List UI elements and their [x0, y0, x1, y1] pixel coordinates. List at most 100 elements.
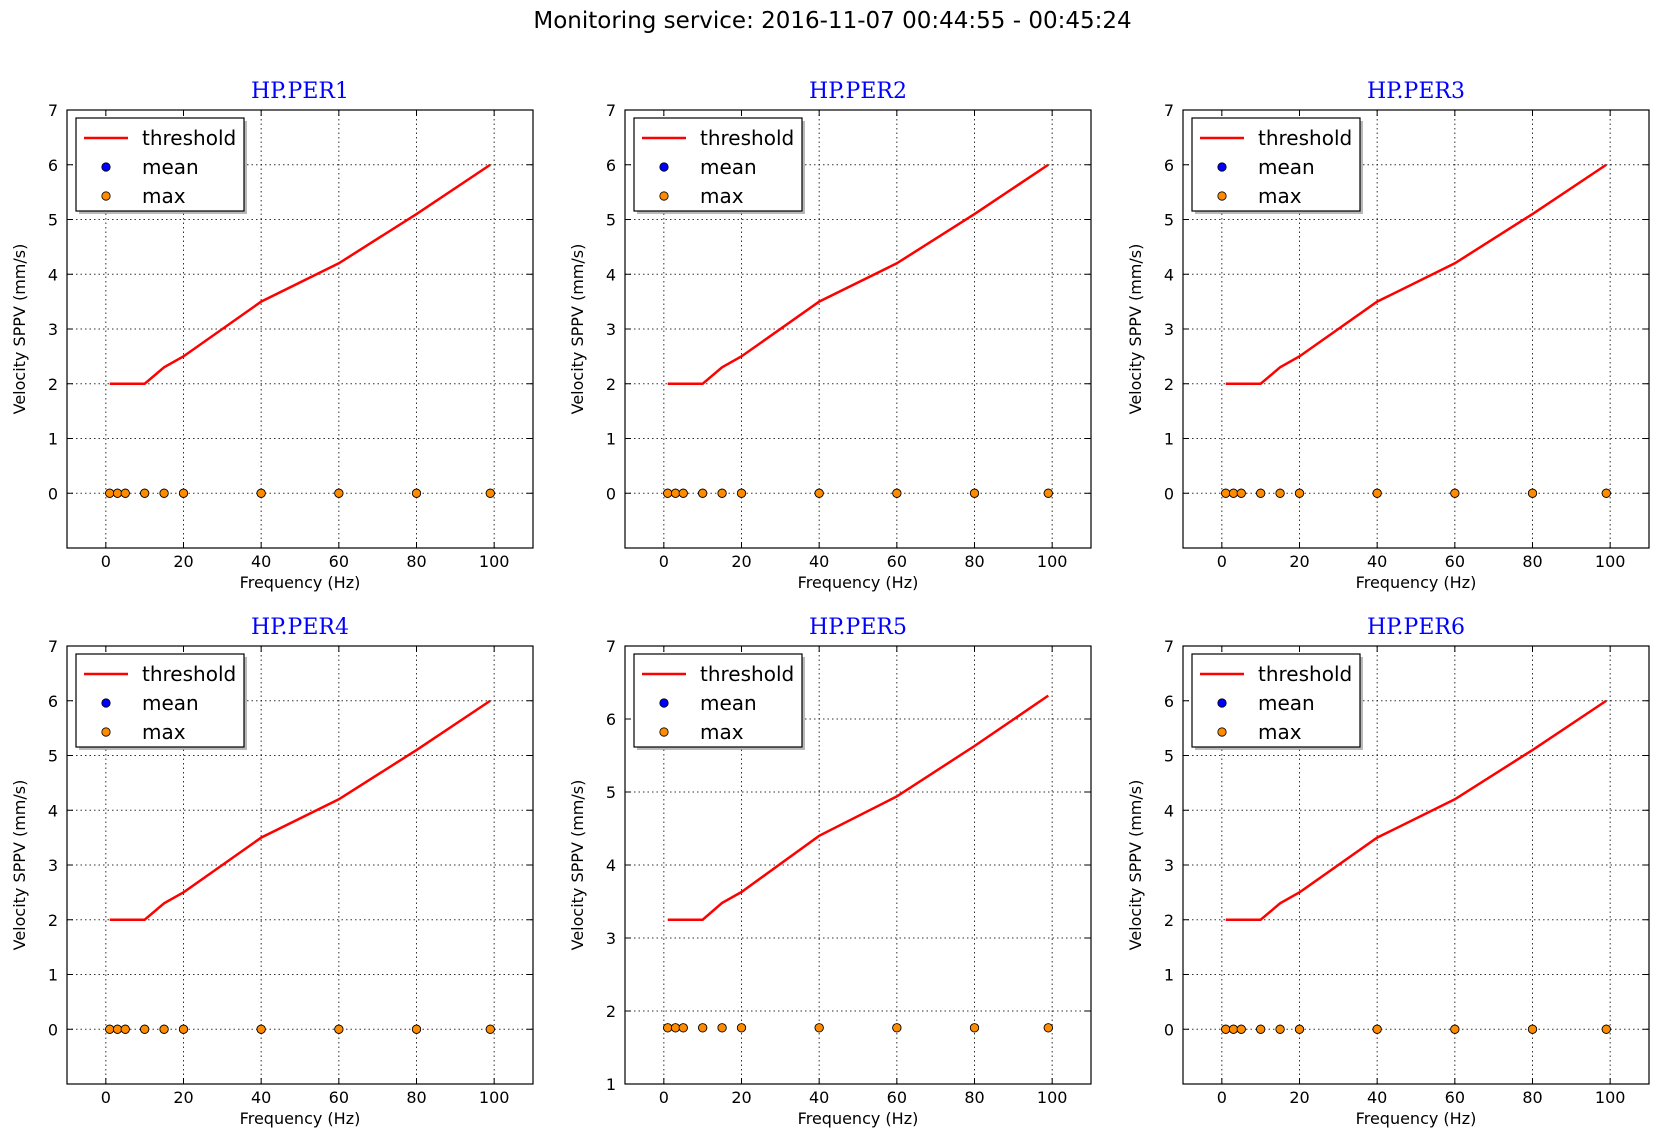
threshold-line	[109, 163, 491, 385]
y-tick-label: 1	[606, 430, 616, 449]
x-axis-label: Frequency (Hz)	[1356, 1109, 1477, 1128]
y-tick-label: 3	[1164, 856, 1174, 875]
max-point	[698, 1023, 708, 1033]
y-axis-label: Velocity SPPV (mm/s)	[10, 244, 29, 415]
legend-mean-label: mean	[1258, 155, 1315, 179]
y-tick-label: 6	[1164, 692, 1174, 711]
y-tick-label: 4	[48, 801, 58, 820]
x-tick-label: 100	[479, 552, 510, 571]
legend: threshold mean max	[1191, 653, 1363, 750]
legend: threshold mean max	[75, 653, 247, 750]
y-tick-label: 5	[606, 783, 616, 802]
x-tick-label: 40	[251, 1088, 271, 1107]
legend-mean-label: mean	[142, 691, 199, 715]
legend-max-label: max	[142, 720, 186, 744]
max-point	[1228, 1024, 1239, 1034]
y-tick-label: 7	[606, 101, 616, 120]
x-tick-label: 20	[731, 1088, 751, 1107]
max-point	[969, 1023, 980, 1033]
max-point	[1601, 1024, 1611, 1034]
legend-max-marker	[1217, 191, 1227, 201]
y-tick-label: 5	[48, 211, 58, 230]
max-point	[814, 1023, 824, 1033]
y-tick-label: 1	[48, 430, 58, 449]
legend-mean-label: mean	[1258, 691, 1315, 715]
max-point	[663, 1023, 673, 1033]
threshold-line	[1225, 699, 1607, 921]
y-axis-label: Velocity SPPV (mm/s)	[10, 780, 29, 951]
x-tick-label: 100	[1595, 552, 1626, 571]
y-tick-label: 4	[1164, 265, 1174, 284]
legend-mean-marker	[101, 698, 111, 708]
legend-threshold-label: threshold	[142, 662, 236, 686]
subplot-title: HP.PER2	[809, 79, 907, 104]
y-tick-label: 4	[606, 856, 616, 875]
y-tick-label: 0	[48, 1020, 58, 1039]
legend-mean-label: mean	[700, 691, 757, 715]
y-tick-label: 7	[1164, 101, 1174, 120]
max-point	[178, 1024, 189, 1034]
max-point	[717, 1023, 727, 1033]
x-axis-label: Frequency (Hz)	[240, 1109, 361, 1128]
legend-mean-label: mean	[142, 155, 199, 179]
max-point	[105, 1024, 115, 1034]
max-point	[256, 488, 266, 498]
legend-max-marker	[101, 191, 111, 201]
x-tick-label: 20	[1289, 1088, 1309, 1107]
x-tick-label: 40	[809, 1088, 829, 1107]
legend-max-label: max	[142, 184, 186, 208]
y-tick-label: 6	[606, 710, 616, 729]
subplot-title: HP.PER3	[1367, 79, 1465, 104]
max-point	[1043, 1023, 1053, 1033]
max-point	[1527, 1024, 1538, 1034]
max-point	[411, 1024, 422, 1034]
y-tick-label: 0	[1164, 484, 1174, 503]
max-point	[1221, 1024, 1231, 1034]
max-point	[140, 488, 150, 498]
y-tick-label: 0	[1164, 1020, 1174, 1039]
y-tick-label: 5	[48, 747, 58, 766]
legend-mean-label: mean	[700, 155, 757, 179]
x-tick-label: 0	[659, 552, 669, 571]
subplot-6: 0 20 40 60 80 100 0 1 2 3 4 5 6 7 HP.PER6 Frequency (Hz…	[1126, 615, 1650, 1128]
max-point	[1527, 488, 1538, 498]
legend-max-marker	[659, 191, 669, 201]
x-tick-label: 100	[1595, 1088, 1626, 1107]
y-tick-label: 1	[48, 966, 58, 985]
y-tick-label: 7	[48, 101, 58, 120]
x-tick-label: 0	[101, 1088, 111, 1107]
y-tick-label: 2	[1164, 911, 1174, 930]
y-tick-label: 7	[1164, 637, 1174, 656]
y-tick-label: 2	[1164, 375, 1174, 394]
threshold-line	[1225, 163, 1607, 385]
max-point	[485, 1024, 495, 1034]
max-point	[334, 1024, 344, 1034]
x-tick-label: 60	[887, 1088, 907, 1107]
max-point	[112, 1024, 123, 1034]
y-tick-label: 1	[1164, 430, 1174, 449]
max-point	[1221, 488, 1231, 498]
subplot-2: 0 20 40 60 80 100 0 1 2 3 4 5 6 7 HP.PER2 Frequency (Hz…	[568, 79, 1092, 592]
subplot-5: 0 20 40 60 80 100 1 2 3 4 5 6 7 HP.PER5 Frequency (Hz)…	[568, 615, 1092, 1128]
x-axis-label: Frequency (Hz)	[1356, 573, 1477, 592]
x-tick-label: 60	[1445, 1088, 1465, 1107]
threshold-line	[667, 694, 1049, 921]
max-point	[736, 488, 747, 498]
x-axis-label: Frequency (Hz)	[798, 1109, 919, 1128]
max-point	[969, 488, 980, 498]
legend-max-marker	[659, 727, 669, 737]
max-point	[1450, 488, 1460, 498]
y-axis-label: Velocity SPPV (mm/s)	[1126, 780, 1145, 951]
max-point	[670, 1023, 681, 1033]
x-tick-label: 100	[479, 1088, 510, 1107]
y-tick-label: 6	[48, 692, 58, 711]
max-point	[892, 488, 902, 498]
max-point	[159, 488, 169, 498]
y-tick-label: 3	[606, 320, 616, 339]
x-tick-label: 0	[1217, 1088, 1227, 1107]
y-tick-label: 4	[1164, 801, 1174, 820]
subplot-4: 0 20 40 60 80 100 0 1 2 3 4 5 6 7 HP.PER4 Frequency (Hz…	[10, 615, 534, 1128]
max-point	[663, 488, 673, 498]
x-axis-label: Frequency (Hz)	[798, 573, 919, 592]
max-point	[678, 1023, 688, 1033]
